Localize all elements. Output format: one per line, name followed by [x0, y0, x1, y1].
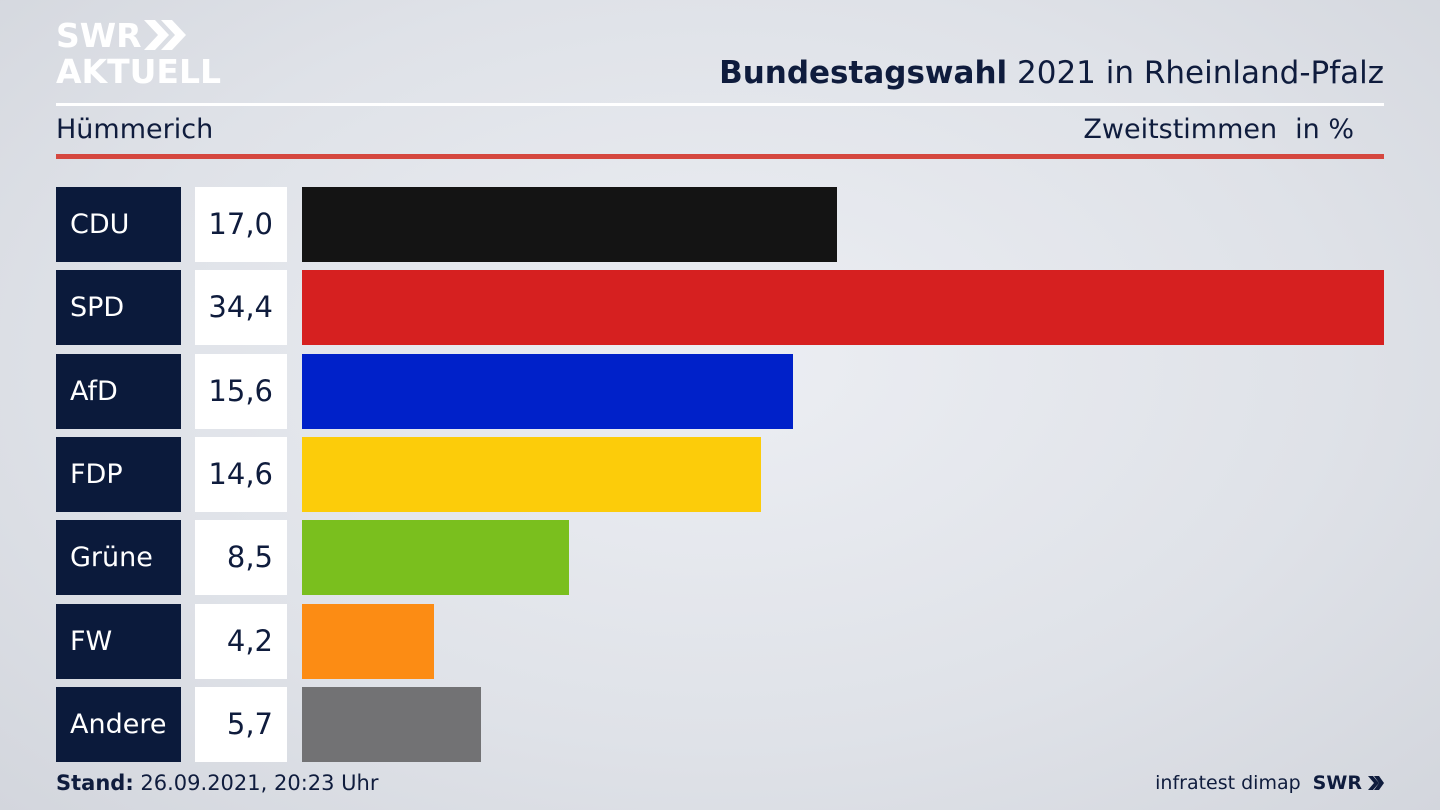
timestamp: Stand: 26.09.2021, 20:23 Uhr [56, 773, 379, 794]
bar-row-spd: SPD 34,4 [56, 270, 1384, 346]
bar-row-fdp: FDP 14,6 [56, 436, 1384, 512]
title-bold: Bundestagswahl [719, 55, 1008, 91]
bar [302, 353, 793, 429]
unit-text: in % [1295, 114, 1354, 145]
value-label: 34,4 [195, 270, 287, 346]
party-label: CDU [56, 187, 181, 262]
bar [302, 603, 435, 679]
bar-row-cdu: CDU 17,0 [56, 187, 1384, 262]
location-label: Hümmerich [56, 114, 214, 145]
header-divider [56, 103, 1384, 106]
bar-row-andere: Andere 5,7 [56, 686, 1384, 762]
party-label: Andere [56, 686, 181, 762]
title-rest: 2021 in Rheinland-Pfalz [1007, 55, 1384, 91]
bar [302, 520, 570, 596]
bar [302, 270, 1384, 346]
bar-row-fw: FW 4,2 [56, 603, 1384, 679]
bar [302, 686, 482, 762]
logo-line-1: SWR [56, 16, 142, 55]
chart-divider [56, 154, 1384, 159]
value-label: 17,0 [195, 187, 287, 262]
party-label: SPD [56, 270, 181, 346]
party-label: FW [56, 603, 181, 679]
swr-aktuell-logo: SWR AKTUELL [56, 16, 226, 92]
value-label: 15,6 [195, 353, 287, 429]
party-label: AfD [56, 353, 181, 429]
value-label: 5,7 [195, 686, 287, 762]
source-brand: SWR [1312, 772, 1362, 794]
logo-line-2: AKTUELL [56, 52, 222, 91]
source-name: infratest dimap [1155, 772, 1301, 794]
measure-label: Zweitstimmen in % [1083, 116, 1354, 143]
value-label: 4,2 [195, 603, 287, 679]
party-label: Grüne [56, 520, 181, 596]
bar [302, 187, 837, 262]
double-chevron-icon [144, 20, 186, 50]
party-label: FDP [56, 436, 181, 512]
page-title: Bundestagswahl 2021 in Rheinland-Pfalz [719, 58, 1384, 89]
value-label: 8,5 [195, 520, 287, 596]
measure-text: Zweitstimmen [1083, 114, 1278, 145]
bar [302, 436, 762, 512]
stand-value: 26.09.2021, 20:23 Uhr [133, 771, 379, 795]
value-label: 14,6 [195, 436, 287, 512]
bar-row-afd: AfD 15,6 [56, 353, 1384, 429]
stand-label: Stand: [56, 771, 134, 795]
bar-row-grüne: Grüne 8,5 [56, 520, 1384, 596]
source-credit: infratest dimap SWR [1155, 774, 1384, 793]
footer-chevron-icon [1368, 776, 1384, 790]
